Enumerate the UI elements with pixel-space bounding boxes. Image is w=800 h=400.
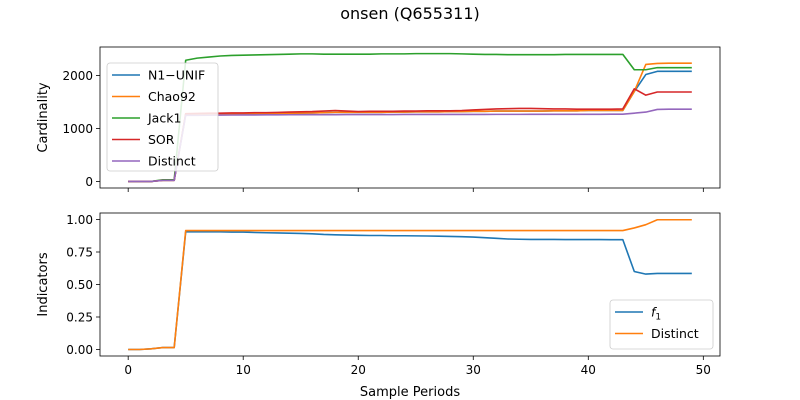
x-tick-label: 20 [351, 363, 366, 377]
x-tick-label: 30 [466, 363, 481, 377]
y-axis-label: Indicators [36, 252, 51, 316]
bottom-chart-panel: 0 10 20 30 40 50 0.00 0.25 0.50 0.75 1.00 Indicator… [36, 212, 721, 400]
series-line-chao92 [128, 62, 692, 183]
legend-label: Chao92 [148, 89, 196, 104]
x-tick-label: 40 [581, 363, 596, 377]
y-tick-label: 0.75 [66, 246, 93, 260]
series-line-distinct [128, 108, 692, 183]
legend-label: Jack1 [147, 111, 181, 126]
legend-label: SOR [148, 132, 175, 147]
y-tick-label: 1000 [62, 122, 93, 136]
y-axis-label: Cardinality [36, 82, 51, 153]
series-line-sor [128, 88, 692, 183]
x-tick-label: 50 [696, 363, 711, 377]
y-tick-label: 0.50 [66, 278, 93, 292]
axes-frame [99, 46, 721, 189]
y-tick-label: 2000 [62, 69, 93, 83]
series-line-jack1 [128, 52, 692, 183]
legend-box [609, 299, 714, 350]
top-chart-panel: 0 1000 2000 Cardinality N1−UNIF Chao92 Jack1 SO… [36, 46, 721, 192]
axes-frame [99, 212, 721, 357]
legend-label: N1−UNIF [148, 68, 205, 83]
series-line-distinct [128, 218, 692, 351]
legend-label: Distinct [148, 154, 196, 169]
legend-label: f1 [651, 305, 661, 323]
y-tick-label: 0.25 [66, 311, 93, 325]
y-tick-label: 0 [85, 175, 93, 189]
legend-label: Distinct [651, 326, 699, 341]
y-tick-label: 0.00 [66, 343, 93, 357]
x-axis-label: Sample Periods [360, 385, 460, 400]
figure-title: onsen (Q655311) [340, 4, 480, 23]
y-tick-label: 1.00 [66, 213, 93, 227]
x-tick-label: 10 [236, 363, 251, 377]
x-tick-label: 0 [124, 363, 132, 377]
series-line-f [128, 231, 692, 351]
legend-box [106, 62, 219, 172]
